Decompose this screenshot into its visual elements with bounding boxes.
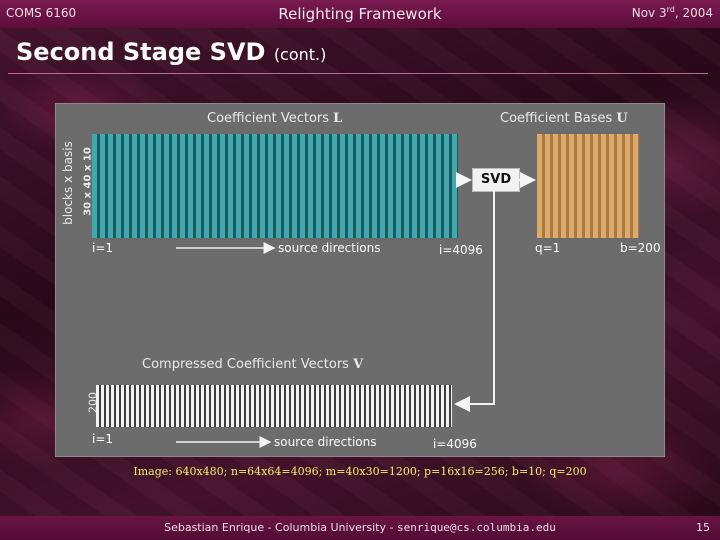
i-start-top: i=1 xyxy=(92,241,114,255)
lecture-title: Relighting Framework xyxy=(278,5,442,23)
footer-email: senrique@cs.columbia.edu xyxy=(396,521,556,534)
svd-diagram: Coefficient Vectors L Coefficient Bases … xyxy=(55,103,665,457)
date-rest: , 2004 xyxy=(674,6,713,20)
i-start-bottom: i=1 xyxy=(92,432,114,446)
b-end: b=200 xyxy=(620,241,661,255)
slide-title-suffix: (cont.) xyxy=(273,45,327,64)
page-number: 15 xyxy=(696,521,710,534)
diagram-arrows xyxy=(176,172,536,448)
coefficient-bases-block xyxy=(537,134,639,238)
slide-title-main: Second Stage SVD xyxy=(16,38,266,66)
compressed-vectors-label: Compressed Coefficient Vectors V xyxy=(142,357,364,372)
course-label: COMS 6160 xyxy=(6,6,77,20)
footer-credit-text: Sebastian Enrique - Columbia University … xyxy=(164,521,397,534)
compressed-vectors-block xyxy=(96,385,452,427)
i-end-bottom: i=4096 xyxy=(433,437,477,451)
i-end-top: i=4096 xyxy=(439,243,483,257)
svd-box: SVD xyxy=(472,168,520,192)
date-superscript: rd xyxy=(666,5,675,14)
source-directions-bottom: source directions xyxy=(274,435,377,449)
slide-title: Second Stage SVD (cont.) xyxy=(16,38,326,66)
arrow-svd-to-compressed xyxy=(454,191,495,412)
header-bar xyxy=(0,0,720,28)
coefficient-vectors-block xyxy=(92,134,458,238)
title-divider xyxy=(8,73,708,74)
footer-credit: Sebastian Enrique - Columbia University … xyxy=(0,521,720,534)
coefficient-bases-label: Coefficient Bases U xyxy=(500,111,628,126)
footer-bar xyxy=(0,516,720,540)
source-directions-top: source directions xyxy=(278,241,381,255)
date-prefix: Nov 3 xyxy=(631,6,667,20)
date-label: Nov 3rd, 2004 xyxy=(632,5,713,20)
q-start: q=1 xyxy=(535,241,561,255)
figure-caption: Image: 640x480; n=64x64=4096; m=40x30=12… xyxy=(133,465,587,478)
coefficient-vectors-label: Coefficient Vectors L xyxy=(207,111,343,126)
